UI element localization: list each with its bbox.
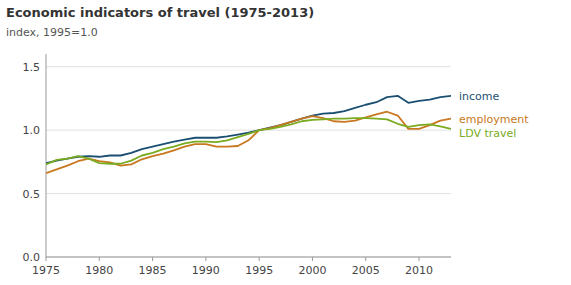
grid-line (46, 130, 451, 131)
series-line (46, 112, 451, 174)
x-tick-label: 1995 (245, 264, 273, 277)
series-line (46, 118, 451, 164)
x-tick-label: 1975 (32, 264, 60, 277)
y-tick-label: 0.0 (23, 251, 41, 264)
series-label: income (459, 90, 500, 103)
grid-line (46, 66, 451, 67)
y-tick-label: 1.0 (23, 124, 41, 137)
x-tick (99, 257, 100, 261)
grid (46, 67, 451, 257)
x-tick (365, 257, 366, 261)
x-tick (46, 257, 47, 261)
y-axis-line (46, 54, 47, 257)
x-tick (312, 257, 313, 261)
grid-line (46, 193, 451, 194)
x-tick-label: 2005 (352, 264, 380, 277)
x-tick (259, 257, 260, 261)
x-tick (205, 257, 206, 261)
x-tick-label: 1990 (192, 264, 220, 277)
x-tick-label: 2010 (405, 264, 433, 277)
y-tick-label: 1.5 (23, 61, 41, 74)
x-tick-label: 1985 (139, 264, 167, 277)
x-tick (419, 257, 420, 261)
x-tick-label: 1980 (85, 264, 113, 277)
y-tick-label: 0.5 (23, 188, 41, 201)
grid-line (46, 257, 451, 258)
x-axis-line (46, 257, 451, 258)
x-tick (152, 257, 153, 261)
y-axis-label: index, 1995=1.0 (6, 26, 98, 39)
series-line (46, 96, 451, 163)
series-label: employment (459, 113, 529, 126)
series-label: LDV travel (459, 127, 516, 140)
lines (46, 96, 451, 173)
x-tick-label: 2000 (298, 264, 326, 277)
title: Economic indicators of travel (1975-2013… (6, 5, 314, 20)
chart: Economic indicators of travel (1975-2013… (0, 0, 571, 285)
